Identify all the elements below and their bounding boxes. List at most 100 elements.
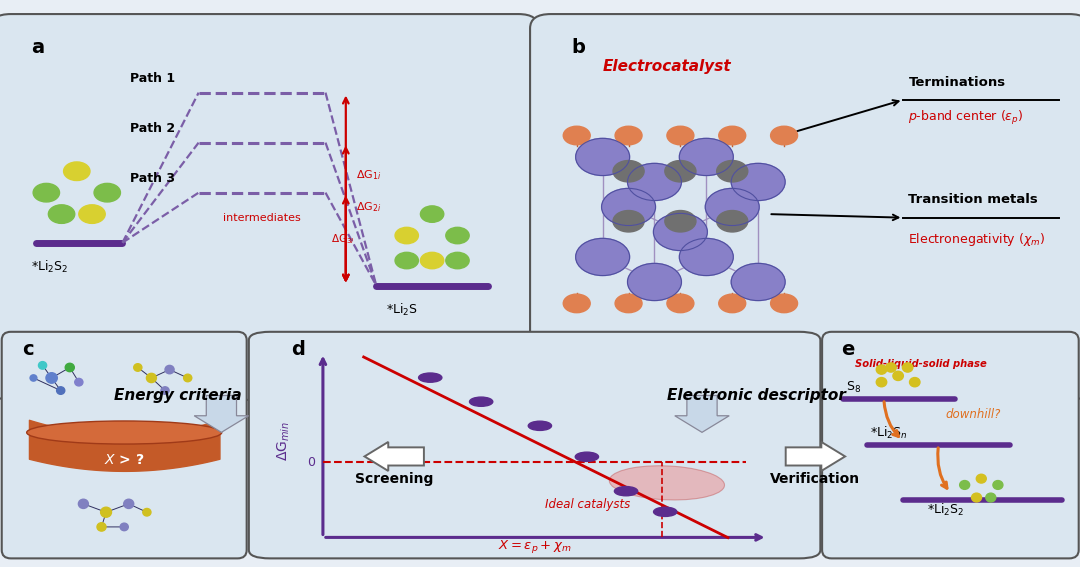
Circle shape: [143, 509, 151, 516]
Text: *Li$_2$S$_2$: *Li$_2$S$_2$: [927, 502, 964, 518]
Text: d: d: [292, 340, 305, 359]
Circle shape: [124, 499, 134, 509]
FancyBboxPatch shape: [248, 332, 821, 558]
FancyBboxPatch shape: [0, 14, 539, 400]
Text: $X$ > ?: $X$ > ?: [104, 453, 145, 467]
Text: $p$-band center ($\varepsilon_p$): $p$-band center ($\varepsilon_p$): [908, 109, 1024, 128]
Circle shape: [876, 365, 887, 374]
Text: Transition metals: Transition metals: [908, 193, 1038, 206]
Text: $\Delta$G$_{2i}$: $\Delta$G$_{2i}$: [356, 201, 381, 214]
Circle shape: [717, 160, 747, 182]
Circle shape: [719, 294, 745, 312]
FancyArrow shape: [786, 442, 846, 471]
Circle shape: [909, 378, 920, 387]
Text: e: e: [841, 340, 854, 359]
Text: Solid-liquid-solid phase: Solid-liquid-solid phase: [855, 359, 987, 370]
FancyArrow shape: [194, 396, 248, 432]
Circle shape: [94, 183, 121, 202]
Circle shape: [903, 363, 913, 372]
Text: Energy criteria: Energy criteria: [114, 388, 242, 403]
Circle shape: [876, 378, 887, 387]
Circle shape: [613, 210, 644, 232]
Text: b: b: [571, 39, 585, 57]
Circle shape: [986, 493, 996, 502]
Circle shape: [653, 213, 707, 251]
Circle shape: [602, 188, 656, 226]
Circle shape: [79, 499, 89, 509]
Circle shape: [49, 205, 75, 223]
FancyBboxPatch shape: [822, 332, 1079, 558]
Circle shape: [120, 523, 129, 531]
Ellipse shape: [609, 466, 725, 500]
Circle shape: [976, 474, 986, 483]
Circle shape: [679, 138, 733, 176]
Text: Terminations: Terminations: [908, 75, 1005, 88]
Circle shape: [615, 486, 637, 496]
Circle shape: [470, 397, 492, 407]
Circle shape: [395, 252, 418, 269]
Text: *Li$_2$S$_2$: *Li$_2$S$_2$: [31, 259, 68, 276]
Circle shape: [576, 138, 630, 176]
Circle shape: [717, 210, 747, 232]
Circle shape: [161, 387, 170, 394]
FancyArrow shape: [675, 396, 729, 432]
Circle shape: [972, 493, 982, 502]
Circle shape: [528, 421, 552, 430]
Text: Verification: Verification: [770, 472, 861, 486]
Text: $\Delta$G$_{3i}$: $\Delta$G$_{3i}$: [330, 232, 354, 247]
Text: $\Delta$G$_{1i}$: $\Delta$G$_{1i}$: [356, 168, 381, 182]
Text: Path 3: Path 3: [131, 172, 175, 185]
Text: S$_8$: S$_8$: [846, 379, 861, 395]
Text: $X = \varepsilon_p + \chi_m$: $X = \varepsilon_p + \chi_m$: [498, 538, 571, 555]
Circle shape: [165, 365, 174, 374]
Text: Ideal catalysts: Ideal catalysts: [545, 498, 631, 511]
Text: $\Delta$G$_{min}$: $\Delta$G$_{min}$: [275, 421, 292, 461]
Circle shape: [75, 378, 83, 386]
Text: intermediates: intermediates: [224, 213, 301, 223]
FancyBboxPatch shape: [2, 332, 246, 558]
Text: 0: 0: [307, 456, 315, 469]
Text: c: c: [22, 340, 33, 359]
Circle shape: [79, 205, 105, 223]
Circle shape: [731, 264, 785, 301]
Circle shape: [446, 252, 469, 269]
Circle shape: [395, 227, 418, 244]
Circle shape: [616, 126, 642, 145]
Circle shape: [56, 387, 65, 394]
Circle shape: [33, 183, 59, 202]
Circle shape: [667, 126, 693, 145]
Ellipse shape: [27, 421, 221, 444]
Text: Path 1: Path 1: [131, 72, 175, 85]
Text: Electrocatalyst: Electrocatalyst: [603, 59, 731, 74]
Circle shape: [886, 363, 896, 372]
Text: Electronegativity ($\chi_m$): Electronegativity ($\chi_m$): [908, 231, 1045, 248]
FancyBboxPatch shape: [530, 14, 1080, 400]
Circle shape: [147, 373, 157, 383]
Circle shape: [667, 294, 693, 312]
Circle shape: [420, 252, 444, 269]
FancyArrow shape: [365, 442, 424, 471]
Circle shape: [893, 371, 903, 380]
Text: *Li$_2$S$_n$: *Li$_2$S$_n$: [869, 425, 907, 441]
Circle shape: [731, 163, 785, 201]
Text: *Li$_2$S: *Li$_2$S: [387, 302, 418, 318]
Circle shape: [627, 264, 681, 301]
Circle shape: [46, 373, 57, 383]
Circle shape: [184, 374, 192, 382]
Circle shape: [564, 126, 590, 145]
Circle shape: [771, 126, 797, 145]
Circle shape: [576, 238, 630, 276]
Text: a: a: [31, 39, 44, 57]
Circle shape: [564, 294, 590, 312]
Circle shape: [65, 363, 75, 372]
Circle shape: [719, 126, 745, 145]
Circle shape: [665, 210, 696, 232]
Circle shape: [100, 507, 111, 517]
Circle shape: [960, 481, 970, 489]
Circle shape: [613, 160, 644, 182]
Circle shape: [616, 294, 642, 312]
Circle shape: [446, 227, 469, 244]
Circle shape: [134, 363, 141, 371]
Circle shape: [39, 362, 46, 369]
Circle shape: [420, 206, 444, 222]
